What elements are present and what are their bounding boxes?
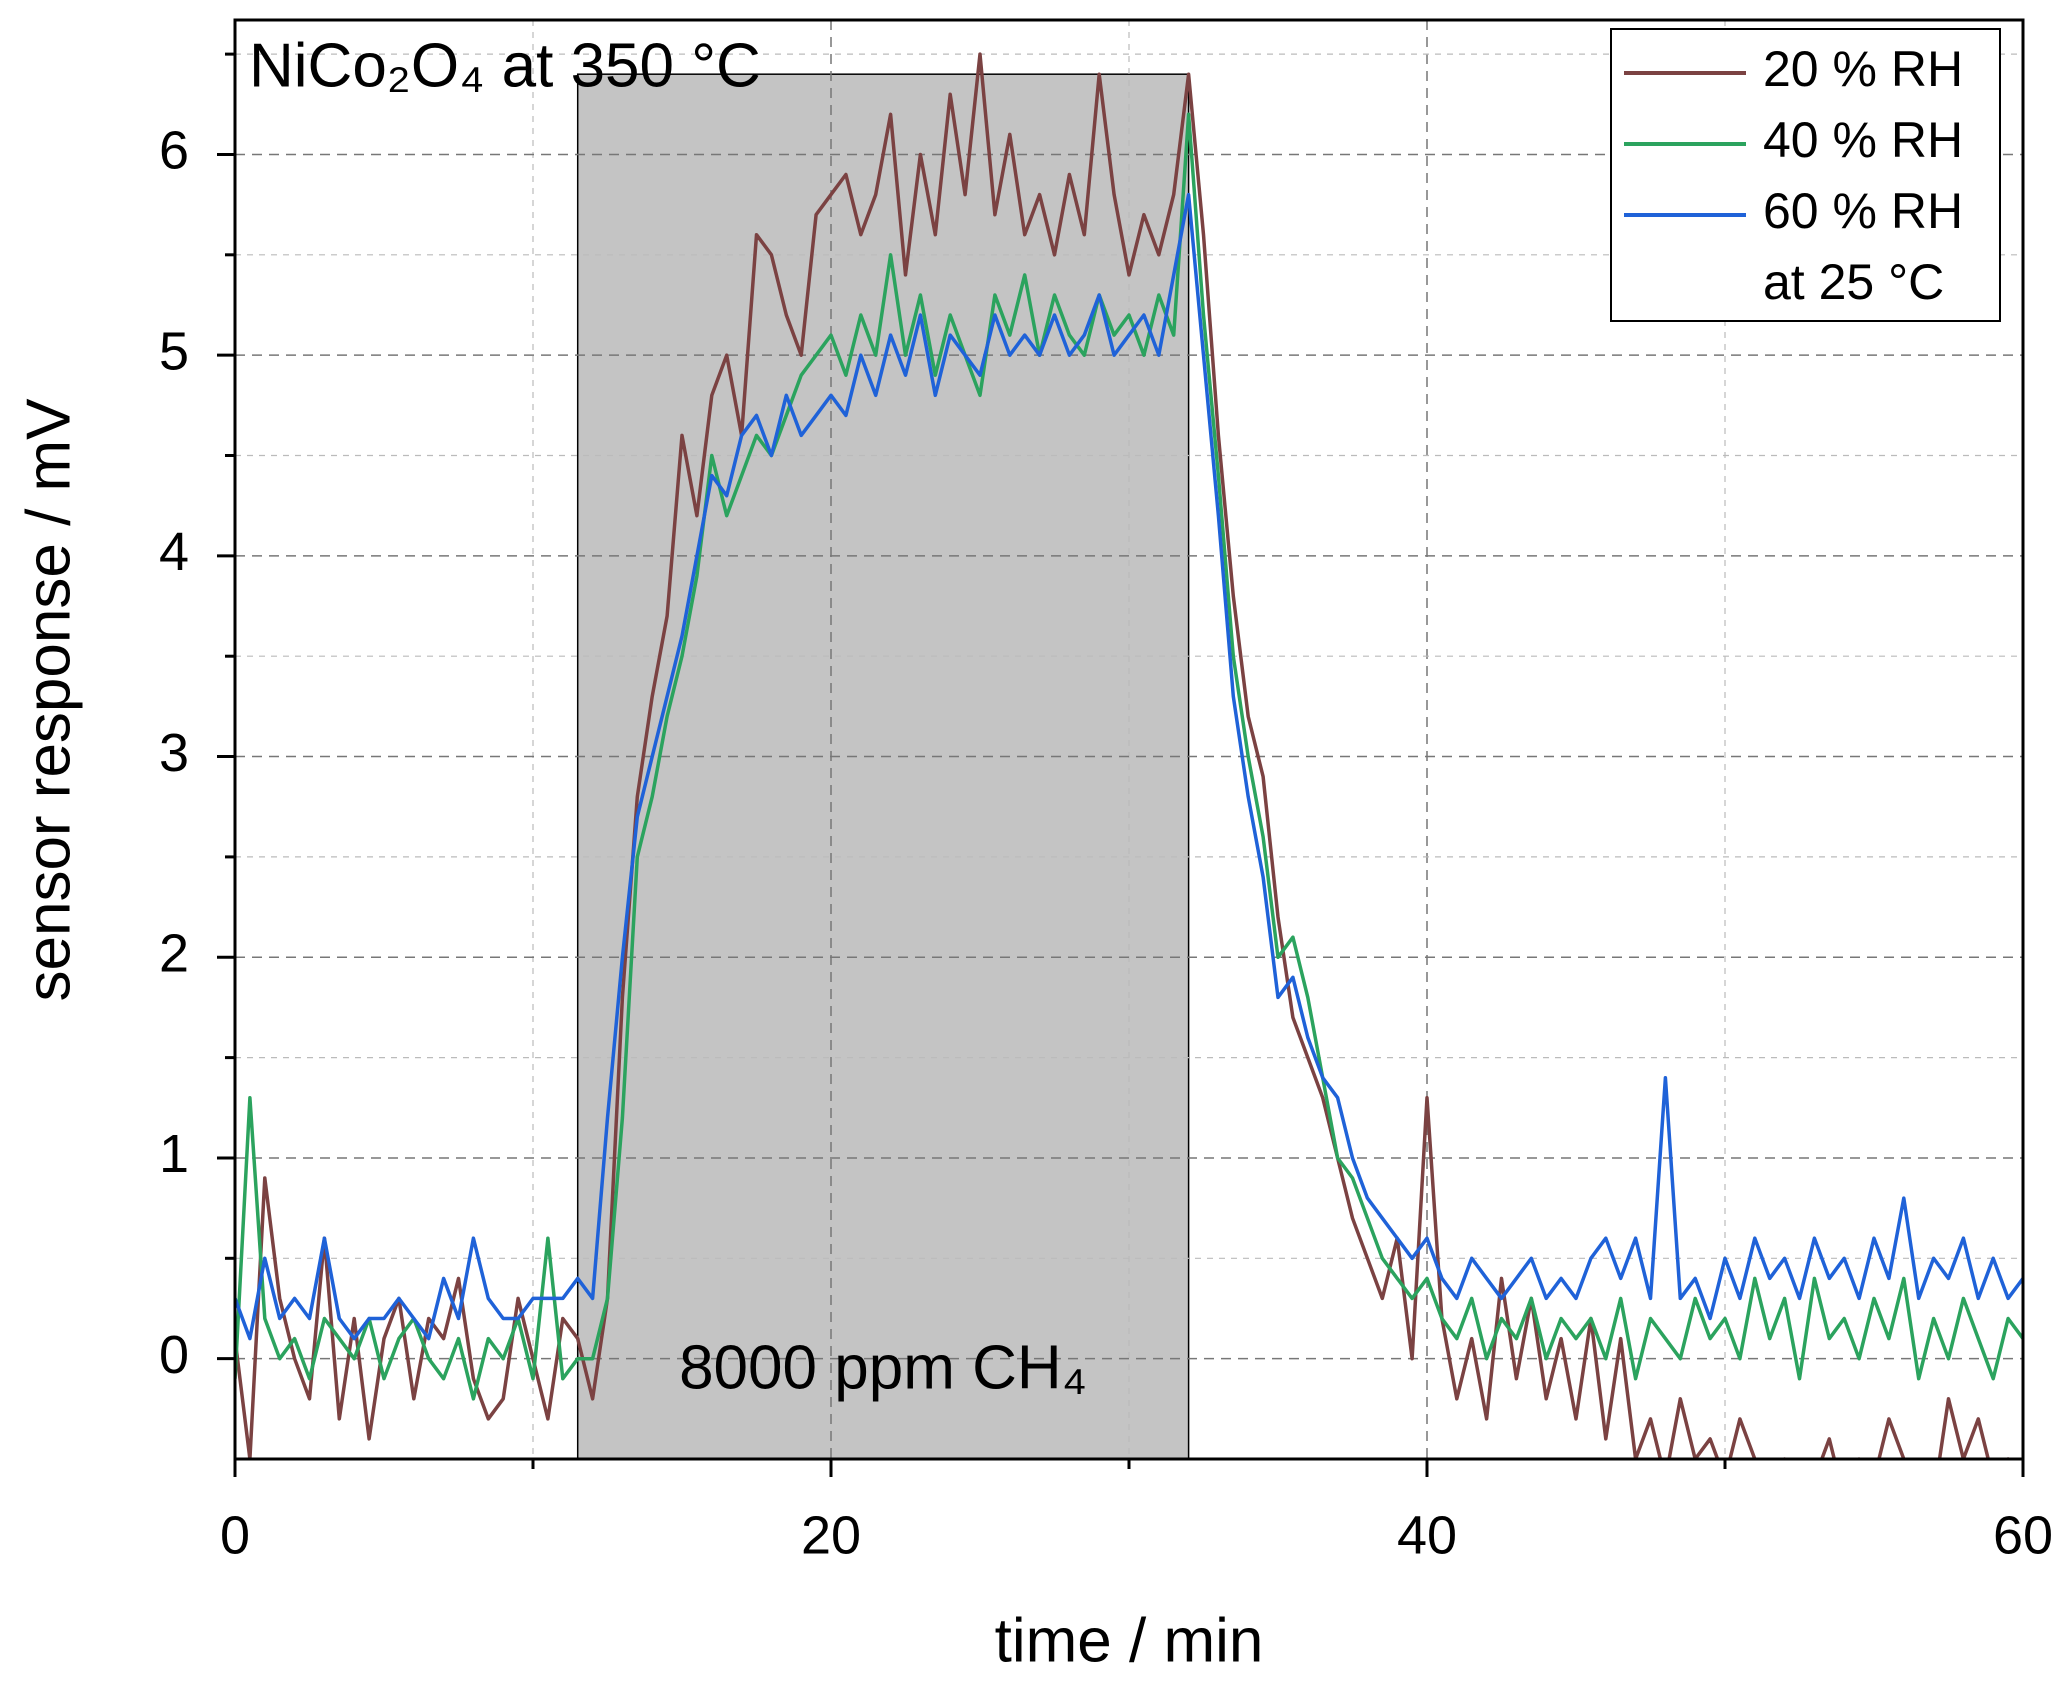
y-tick-label: 3 xyxy=(159,723,189,783)
chart-title: NiCo₂O₄ at 350 °C xyxy=(249,31,761,100)
legend-label: 60 % RH xyxy=(1763,183,1963,239)
x-axis-label: time / min xyxy=(995,1606,1264,1675)
series-line xyxy=(235,192,2023,1341)
x-tick-label: 60 xyxy=(1993,1505,2053,1565)
y-tick-label: 2 xyxy=(159,924,189,984)
y-tick-label: 5 xyxy=(159,321,189,381)
legend-note: at 25 °C xyxy=(1763,254,1944,310)
y-axis-label: sensor response / mV xyxy=(14,398,83,1002)
x-tick-label: 40 xyxy=(1397,1505,1457,1565)
x-tick-label: 0 xyxy=(220,1505,250,1565)
x-tick-label: 20 xyxy=(801,1505,861,1565)
legend-label: 40 % RH xyxy=(1763,112,1963,168)
exposure-region xyxy=(576,73,1190,1460)
y-tick-label: 6 xyxy=(159,121,189,181)
y-tick-label: 0 xyxy=(159,1325,189,1385)
annotation: 8000 ppm CH₄ xyxy=(679,1333,1087,1402)
y-tick-label: 4 xyxy=(159,522,189,582)
series-line xyxy=(235,112,2023,1401)
y-tick-label: 1 xyxy=(159,1124,189,1184)
legend-label: 20 % RH xyxy=(1763,41,1963,97)
series-line xyxy=(235,52,2011,1459)
legend-box xyxy=(1610,28,2001,322)
